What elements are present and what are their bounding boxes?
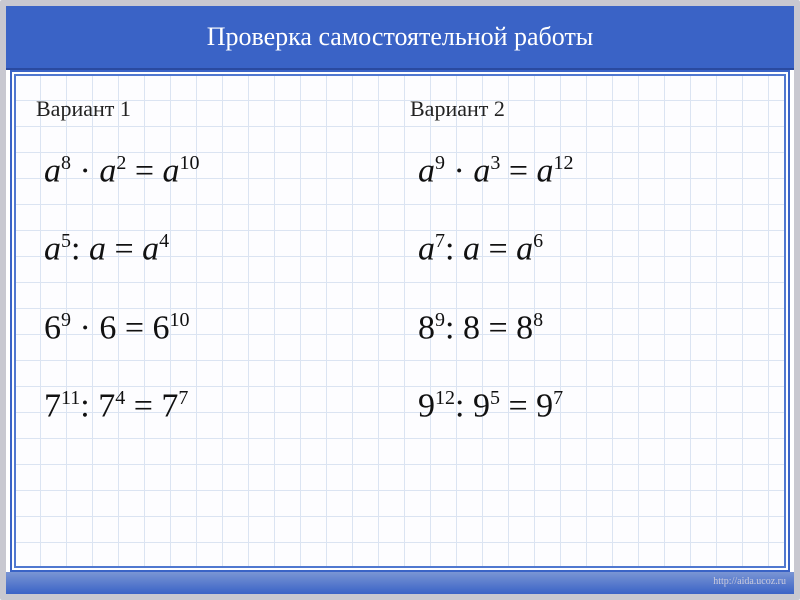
content-area: Вариант 1 a8 · a2 = a10 a5: a = a4 69 · 6 …	[26, 96, 774, 554]
slide-title: Проверка самостоятельной работы	[207, 22, 594, 52]
variant-1-equations: a8 · a2 = a10 a5: a = a4 69 · 6 = 610 711: …	[26, 152, 400, 425]
variant-2-equations: a9 · a3 = a12 a7: a = a6 89: 8 = 88 912: 95…	[400, 152, 774, 425]
equation: 69 · 6 = 610	[44, 309, 400, 347]
slide-frame: Проверка самостоятельной работы Вариант …	[0, 0, 800, 600]
equation: a8 · a2 = a10	[44, 152, 400, 190]
column-variant-1: Вариант 1 a8 · a2 = a10 a5: a = a4 69 · 6 …	[26, 96, 400, 554]
column-variant-2: Вариант 2 a9 · a3 = a12 a7: a = a6 89: 8 =…	[400, 96, 774, 554]
equation: a7: a = a6	[418, 230, 774, 268]
footer-url: http://aida.ucoz.ru	[713, 576, 786, 587]
equation: 711: 74 = 77	[44, 387, 400, 425]
header-bar: Проверка самостоятельной работы	[6, 6, 794, 70]
equation: a5: a = a4	[44, 230, 400, 268]
variant-2-label: Вариант 2	[400, 96, 774, 122]
footer-bar: http://aida.ucoz.ru	[6, 572, 794, 594]
equation: 89: 8 = 88	[418, 309, 774, 347]
equation: a9 · a3 = a12	[418, 152, 774, 190]
variant-1-label: Вариант 1	[26, 96, 400, 122]
equation: 912: 95 = 97	[418, 387, 774, 425]
